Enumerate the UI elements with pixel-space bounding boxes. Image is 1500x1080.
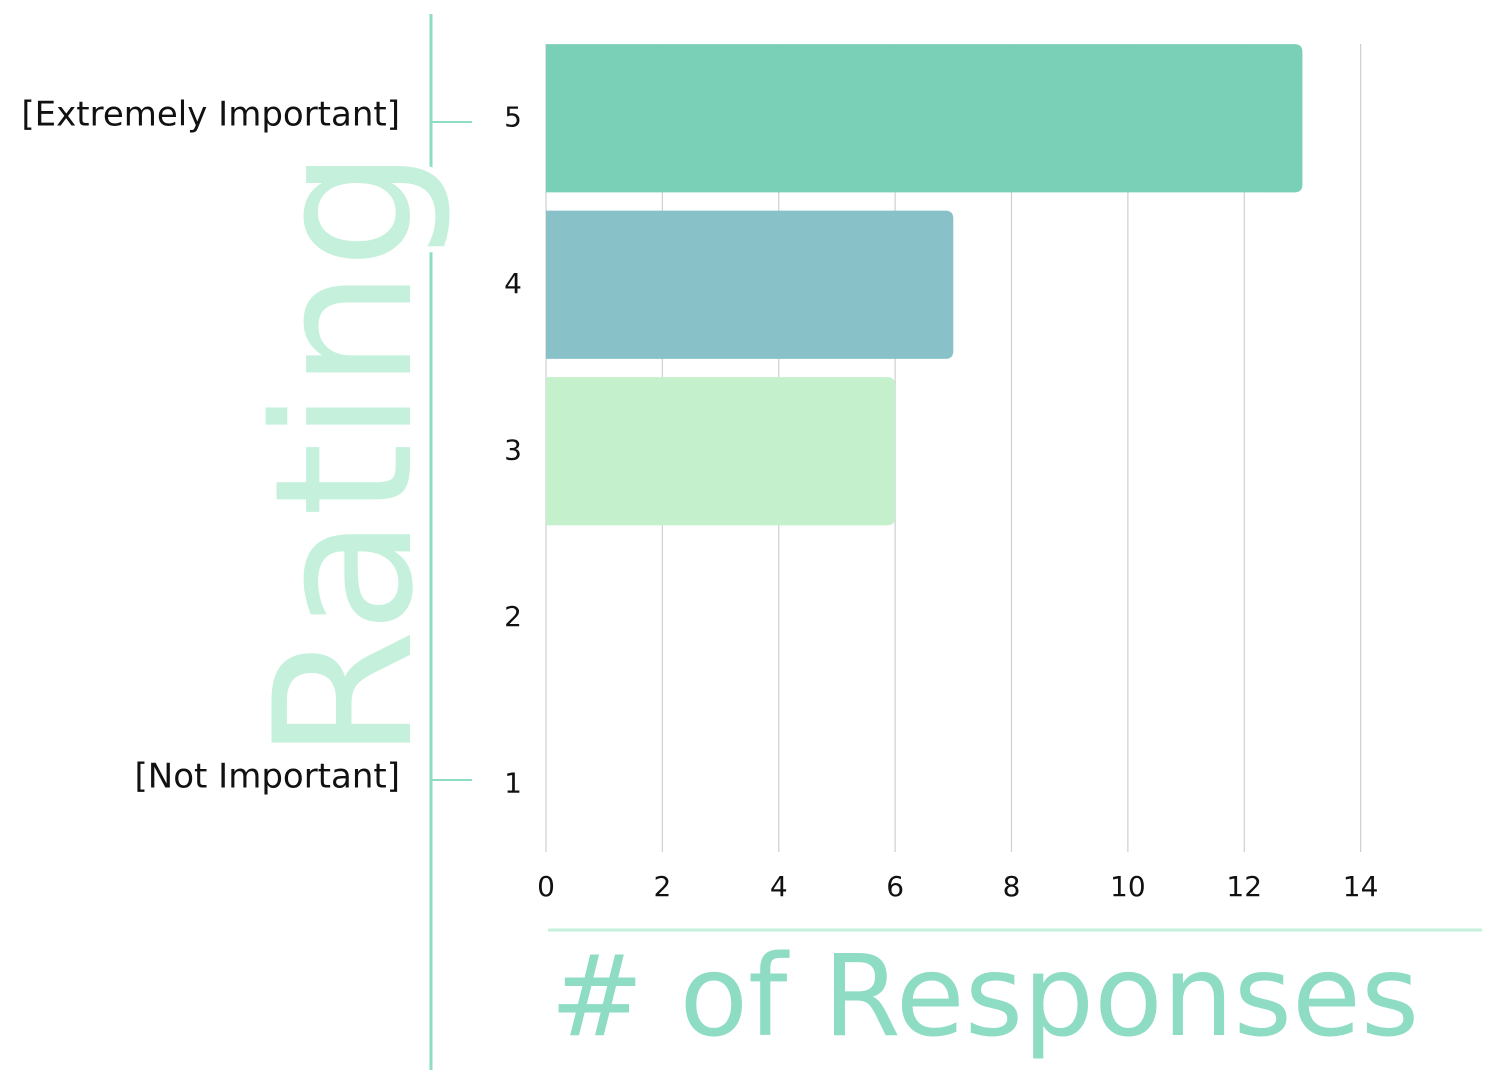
x-tick-label: 4 bbox=[770, 870, 788, 903]
y-tick-label: 4 bbox=[504, 267, 522, 300]
annotation: [Extremely Important] bbox=[21, 95, 400, 135]
x-tick-label: 10 bbox=[1110, 870, 1146, 903]
x-tick-label: 14 bbox=[1343, 870, 1379, 903]
x-tick-label: 6 bbox=[886, 870, 904, 903]
bar bbox=[546, 210, 954, 359]
x-tick-label: 0 bbox=[537, 870, 555, 903]
x-tick-label: 2 bbox=[653, 870, 671, 903]
bar bbox=[546, 377, 896, 526]
x-axis-label: # of Responses bbox=[550, 932, 1419, 1062]
y-tick-label: 1 bbox=[504, 766, 522, 799]
bar bbox=[546, 44, 1303, 193]
y-tick-label: 3 bbox=[504, 433, 522, 466]
x-tick-label: 8 bbox=[1003, 870, 1021, 903]
annotation: [Not Important] bbox=[135, 757, 400, 797]
y-axis-label: Rating bbox=[234, 149, 455, 762]
x-tick-label: 12 bbox=[1226, 870, 1262, 903]
y-tick-label: 5 bbox=[504, 100, 522, 133]
y-tick-label: 2 bbox=[504, 600, 522, 633]
